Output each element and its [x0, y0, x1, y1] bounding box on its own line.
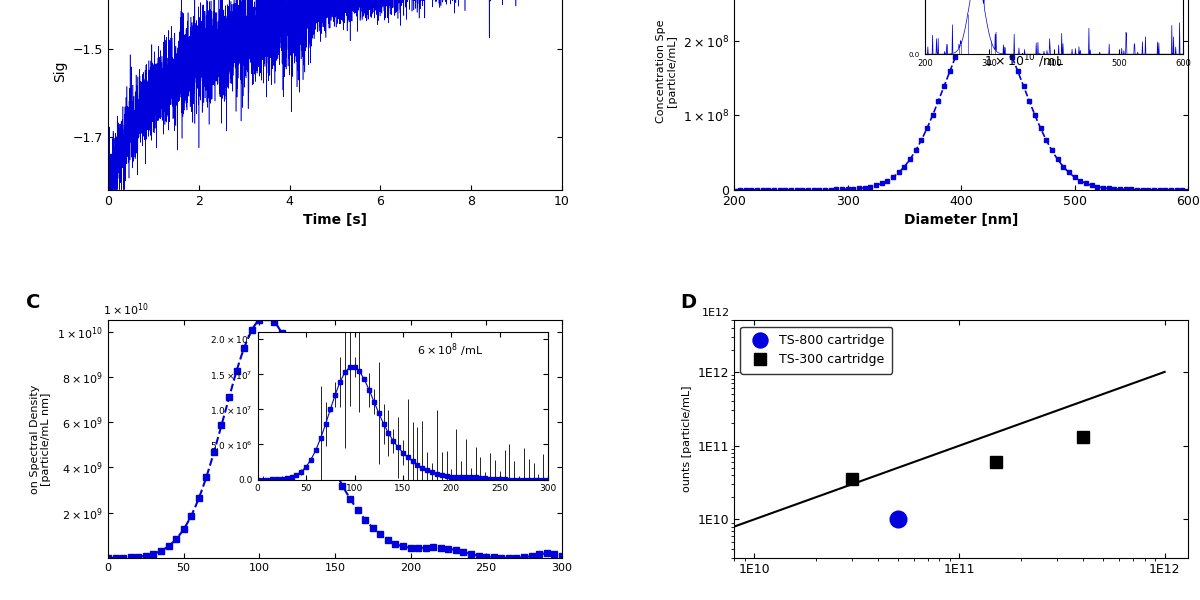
Line: TS-300 cartridge: TS-300 cartridge — [846, 431, 1090, 485]
Y-axis label: ounts [particle/mL]: ounts [particle/mL] — [682, 386, 692, 493]
Text: D: D — [679, 293, 696, 313]
Text: $1\times10^{10}$: $1\times10^{10}$ — [103, 301, 150, 318]
Y-axis label: on Spectral Density
[particle/mL nm]: on Spectral Density [particle/mL nm] — [30, 385, 52, 494]
X-axis label: Time [s]: Time [s] — [302, 213, 367, 227]
Text: 1E12: 1E12 — [702, 308, 730, 318]
Legend: TS-800 cartridge, TS-300 cartridge: TS-800 cartridge, TS-300 cartridge — [740, 326, 892, 374]
Text: $1\times10^{10}$ /mL: $1\times10^{10}$ /mL — [984, 53, 1064, 70]
TS-300 cartridge — [845, 476, 859, 483]
Y-axis label: Sig: Sig — [53, 60, 67, 82]
Y-axis label: Concentration Spe
[particle/mL]: Concentration Spe [particle/mL] — [656, 19, 678, 122]
TS-300 cartridge — [1075, 434, 1090, 441]
TS-300 cartridge — [989, 458, 1003, 466]
Text: C: C — [26, 293, 41, 313]
X-axis label: Diameter [nm]: Diameter [nm] — [904, 213, 1019, 227]
